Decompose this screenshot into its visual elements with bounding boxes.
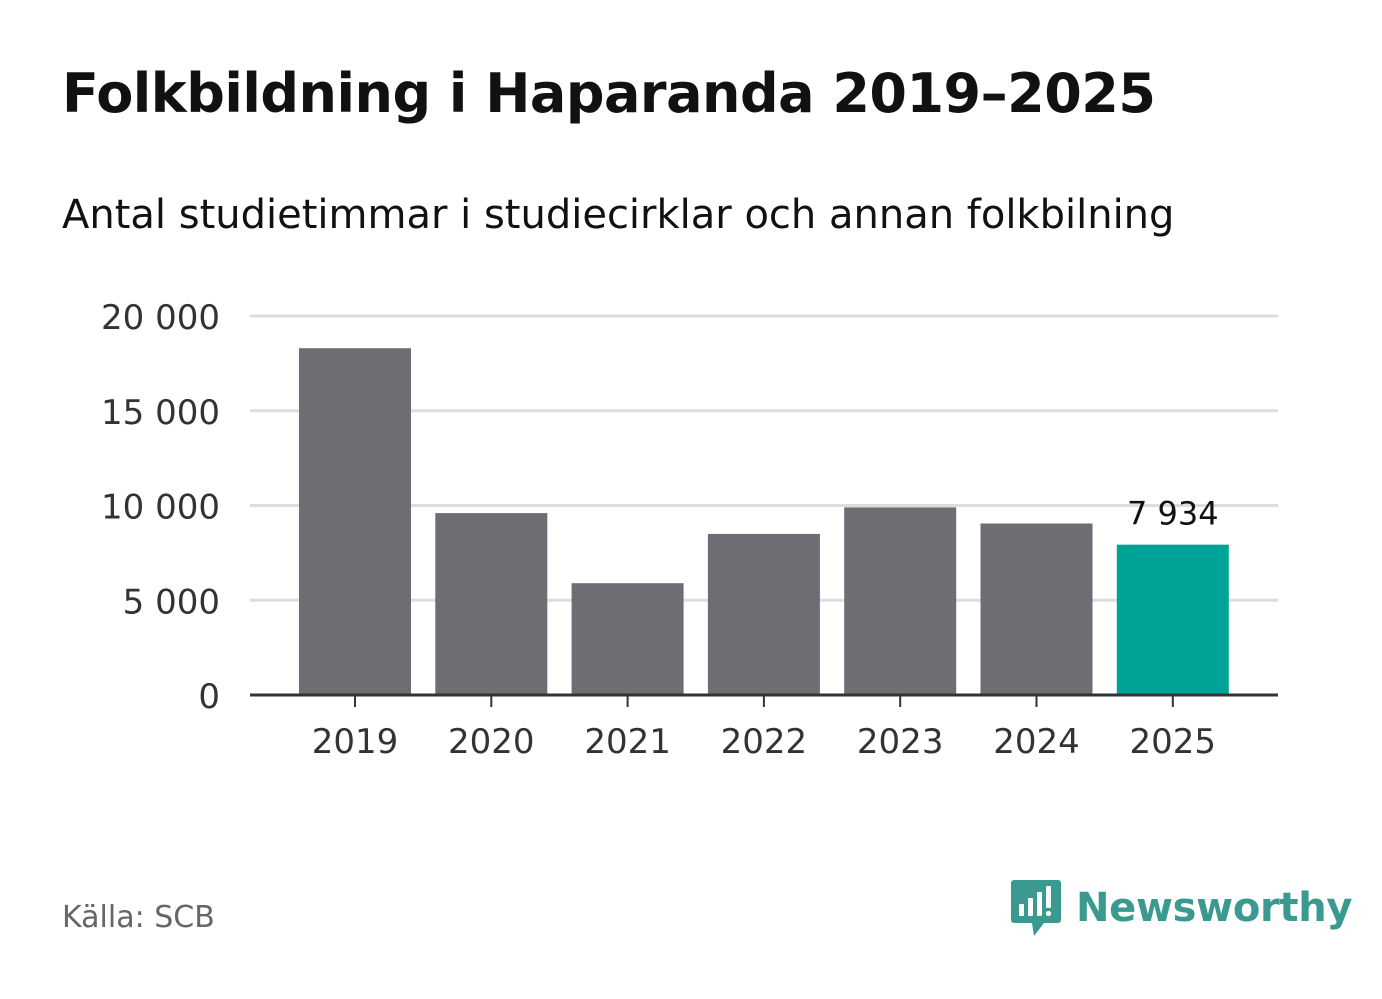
x-tick-label: 2019 xyxy=(312,722,399,762)
bar-2021 xyxy=(571,583,684,695)
x-tick-label: 2020 xyxy=(448,722,535,762)
brand-name: Newsworthy xyxy=(1076,885,1353,931)
x-tick-label: 2025 xyxy=(1130,722,1217,762)
y-tick-label: 5 000 xyxy=(123,582,220,622)
x-tick-label: 2021 xyxy=(584,722,671,762)
x-tick-label: 2022 xyxy=(721,722,808,762)
bar-2023 xyxy=(844,507,957,695)
chart-title: Folkbildning i Haparanda 2019–2025 xyxy=(62,62,1156,125)
y-tick-label: 15 000 xyxy=(101,393,220,433)
data-label: 7 934 xyxy=(1127,495,1219,533)
brand-logo: Newsworthy xyxy=(1010,878,1353,938)
bar-chart-speech-bubble-icon xyxy=(1011,880,1061,936)
bar-2025 xyxy=(1116,544,1229,695)
bar-2022 xyxy=(707,533,820,695)
x-tick-label: 2024 xyxy=(993,722,1080,762)
y-tick-label: 20 000 xyxy=(101,298,220,338)
bar-2024 xyxy=(980,523,1093,695)
bar-2020 xyxy=(435,513,548,695)
bar-2019 xyxy=(299,348,411,695)
source-note: Källa: SCB xyxy=(62,900,215,935)
x-tick-label: 2023 xyxy=(857,722,944,762)
y-tick-label: 10 000 xyxy=(101,488,220,528)
chart-subtitle: Antal studietimmar i studiecirklar och a… xyxy=(62,192,1175,238)
y-tick-label: 0 xyxy=(198,677,220,717)
